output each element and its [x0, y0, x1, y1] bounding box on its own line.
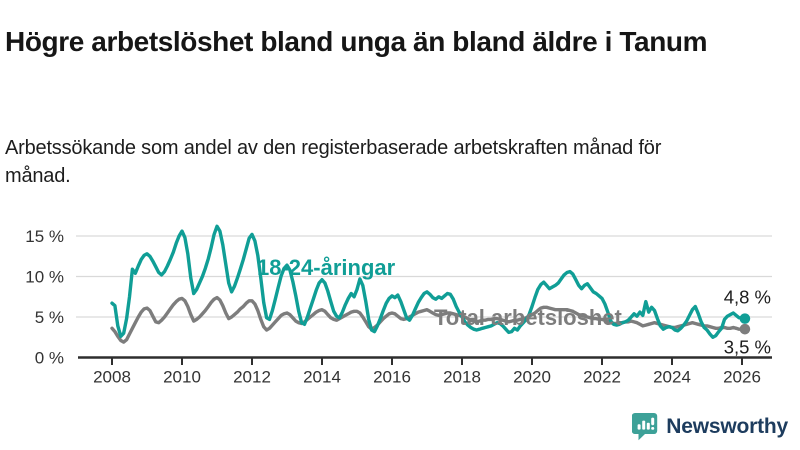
x-tick-label: 2024 [653, 368, 691, 387]
y-tick-label: 0 % [35, 349, 64, 368]
x-tick-label: 2012 [233, 368, 271, 387]
x-axis: 2008 2010 2012 2014 2016 2018 2020 2022 2024 2026 [78, 356, 772, 387]
bar-2 [642, 420, 646, 430]
y-tick-label: 5 % [35, 308, 64, 327]
series-label: Total arbetslöshet [434, 305, 623, 330]
latest-value-label: 4,8 % [724, 287, 771, 308]
latest-value-dot [739, 313, 751, 324]
bar-3 [647, 422, 651, 430]
x-tick-label: 2008 [93, 368, 131, 387]
x-tick-label: 2026 [723, 368, 761, 387]
bar-1 [637, 424, 641, 430]
bar-chart-speech-bubble-icon [632, 413, 658, 441]
y-tick-label: 15 % [25, 227, 64, 246]
series-label: 18-24-åringar [257, 255, 396, 280]
latest-value-dots [739, 313, 751, 335]
latest-value-dot [739, 323, 751, 335]
newsworthy-logo: Newsworthy [632, 412, 788, 441]
unemployment-line-chart: 2008 2010 2012 2014 2016 2018 2020 2022 2024 2026… [25, 224, 772, 387]
latest-value-label: 3,5 % [724, 337, 771, 358]
brand-name: Newsworthy [666, 414, 788, 438]
gridlines [76, 235, 772, 318]
x-tick-label: 2020 [513, 368, 551, 387]
x-tick-label: 2018 [443, 368, 481, 387]
exclamation-dot [651, 427, 655, 430]
x-tick-label: 2016 [373, 368, 411, 387]
x-tick-label: 2014 [303, 368, 341, 387]
page-subtitle: Arbetssökande som andel av den registerb… [5, 137, 662, 187]
series-line-total [110, 295, 747, 344]
y-axis-labels: 0 % 5 % 10 % 15 % [25, 227, 64, 368]
series-inline-labels: Total arbetslöshet 18-24-åringar [257, 255, 623, 330]
series-line-youth [110, 224, 747, 340]
x-tick-label: 2022 [583, 368, 621, 387]
latest-value-labels: 3,5 % 4,8 % [724, 287, 771, 358]
page-title: Högre arbetslöshet bland unga än bland ä… [5, 25, 708, 57]
series-lines [110, 224, 747, 344]
x-tick-label: 2010 [163, 368, 201, 387]
exclamation-bar [651, 417, 655, 426]
y-tick-label: 10 % [25, 268, 64, 287]
